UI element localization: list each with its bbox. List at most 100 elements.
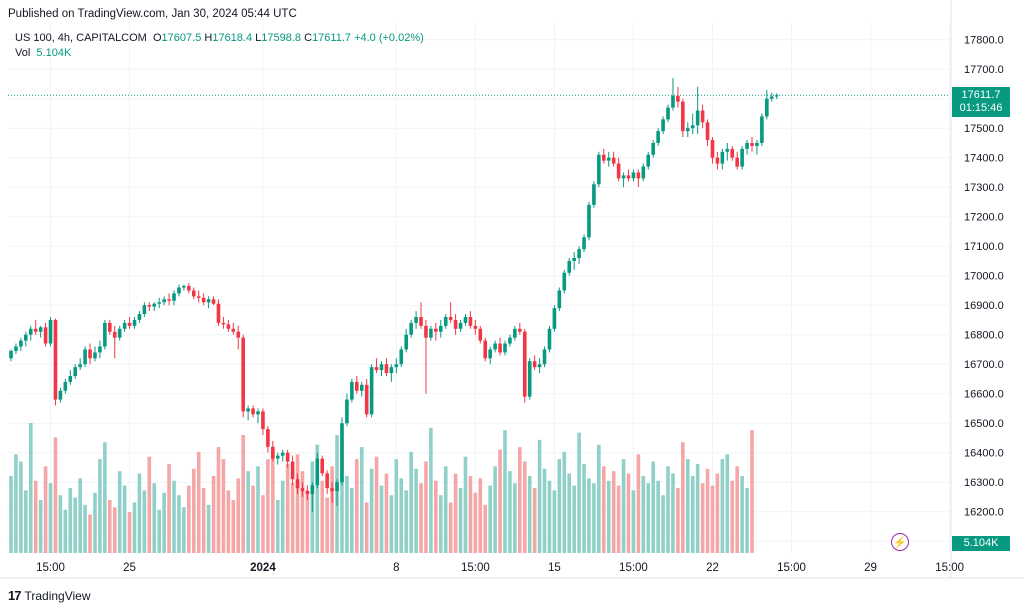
candle-body <box>513 328 517 338</box>
volume-bar <box>434 480 438 553</box>
volume-bar <box>364 502 369 553</box>
volume-bar <box>483 504 488 553</box>
volume-bar <box>700 483 705 553</box>
candle-body <box>221 322 226 325</box>
volume-bar <box>626 473 631 553</box>
candle-body <box>735 157 739 167</box>
candle-body <box>236 331 241 338</box>
candle-body <box>112 331 117 338</box>
candle-body <box>661 119 665 132</box>
high-label: H <box>204 32 213 44</box>
volume-bar <box>275 500 280 553</box>
change-value: +4.0 (+0.02%) <box>354 32 424 44</box>
candle-body <box>48 319 53 344</box>
volume-bar <box>78 478 82 553</box>
candle-body <box>379 364 384 371</box>
symbol-label[interactable]: US 100, 4h, CAPITALCOM <box>15 32 147 44</box>
volume-bar <box>83 504 87 553</box>
candle-body <box>295 479 300 489</box>
volume-bar <box>285 463 290 553</box>
volume-bar <box>562 451 567 553</box>
volume-bar <box>443 466 448 553</box>
x-tick-label: 22 <box>706 562 719 574</box>
candle-body <box>562 272 567 291</box>
candle-body <box>710 140 715 158</box>
volume-bar <box>137 473 142 553</box>
candle-body <box>231 328 236 332</box>
volume-bar <box>48 483 53 553</box>
candle-body <box>765 98 769 117</box>
volume-bar <box>661 495 665 553</box>
candle-body <box>636 172 641 179</box>
volume-bar <box>93 492 97 553</box>
volume-bar <box>602 466 606 553</box>
candle-body <box>725 148 730 152</box>
volume-bar <box>236 478 241 553</box>
y-tick-label: 17800.0 <box>964 35 1004 47</box>
candle-body <box>172 293 176 301</box>
candle-body <box>508 337 512 344</box>
volume-bar <box>38 500 43 553</box>
candle-body <box>182 286 186 288</box>
candle-body <box>616 163 621 179</box>
candle-body <box>177 287 181 294</box>
volume-bar <box>216 447 221 553</box>
candle-body <box>211 299 216 304</box>
volume-bar <box>201 488 206 553</box>
volume-bar <box>453 473 458 553</box>
volume-bar <box>211 475 216 553</box>
candle-body <box>340 423 344 483</box>
candle-body <box>271 446 275 459</box>
y-tick-label: 17200.0 <box>964 212 1004 224</box>
volume-bar <box>631 490 636 553</box>
bar-countdown: 01:15:46 <box>959 102 1003 115</box>
candle-body <box>345 399 349 424</box>
candle-body <box>384 364 389 374</box>
candle-body <box>547 328 552 350</box>
candle-body <box>473 325 478 329</box>
candle-body <box>33 328 38 332</box>
candle-body <box>458 322 463 329</box>
volume-bar <box>473 492 478 553</box>
volume-bar <box>246 471 250 553</box>
volume-bar <box>196 451 201 553</box>
flash-icon[interactable]: ⚡ <box>891 533 909 551</box>
volume-bar <box>705 468 710 553</box>
volume-bar <box>715 473 720 553</box>
y-tick-label: 16200.0 <box>964 507 1004 519</box>
candle-body <box>666 107 670 120</box>
candle-body <box>730 148 735 158</box>
candle-body <box>19 340 23 347</box>
volume-label[interactable]: Vol <box>15 47 31 59</box>
volume-bar <box>241 435 245 553</box>
volume-bar <box>251 485 255 553</box>
x-tick-label: 25 <box>123 562 136 574</box>
volume-bar <box>221 459 226 553</box>
volume-bar <box>518 447 522 553</box>
candle-body <box>93 352 97 359</box>
candle-body <box>43 327 48 344</box>
candle-body <box>53 319 58 400</box>
close-label: C <box>304 32 313 44</box>
open-value: 17607.5 <box>161 32 202 44</box>
volume-bar <box>725 454 730 553</box>
volume-bar <box>498 449 502 553</box>
volume-bar <box>206 504 211 553</box>
candle-body <box>621 175 626 179</box>
candle-body <box>369 367 374 415</box>
y-tick-label: 16700.0 <box>964 359 1004 371</box>
volume-bar <box>88 514 92 553</box>
candle-body <box>488 349 492 359</box>
volume-bar <box>606 480 611 553</box>
candle-body <box>103 322 107 347</box>
volume-bar <box>429 427 433 553</box>
close-value: 17611.7 <box>312 32 352 44</box>
volume-bar <box>577 432 581 553</box>
volume-bar <box>636 454 641 553</box>
volume-bar <box>305 490 310 553</box>
candle-body <box>453 319 458 329</box>
candle-body <box>646 154 651 167</box>
volume-bar <box>369 468 374 553</box>
volume-bar <box>177 495 181 553</box>
